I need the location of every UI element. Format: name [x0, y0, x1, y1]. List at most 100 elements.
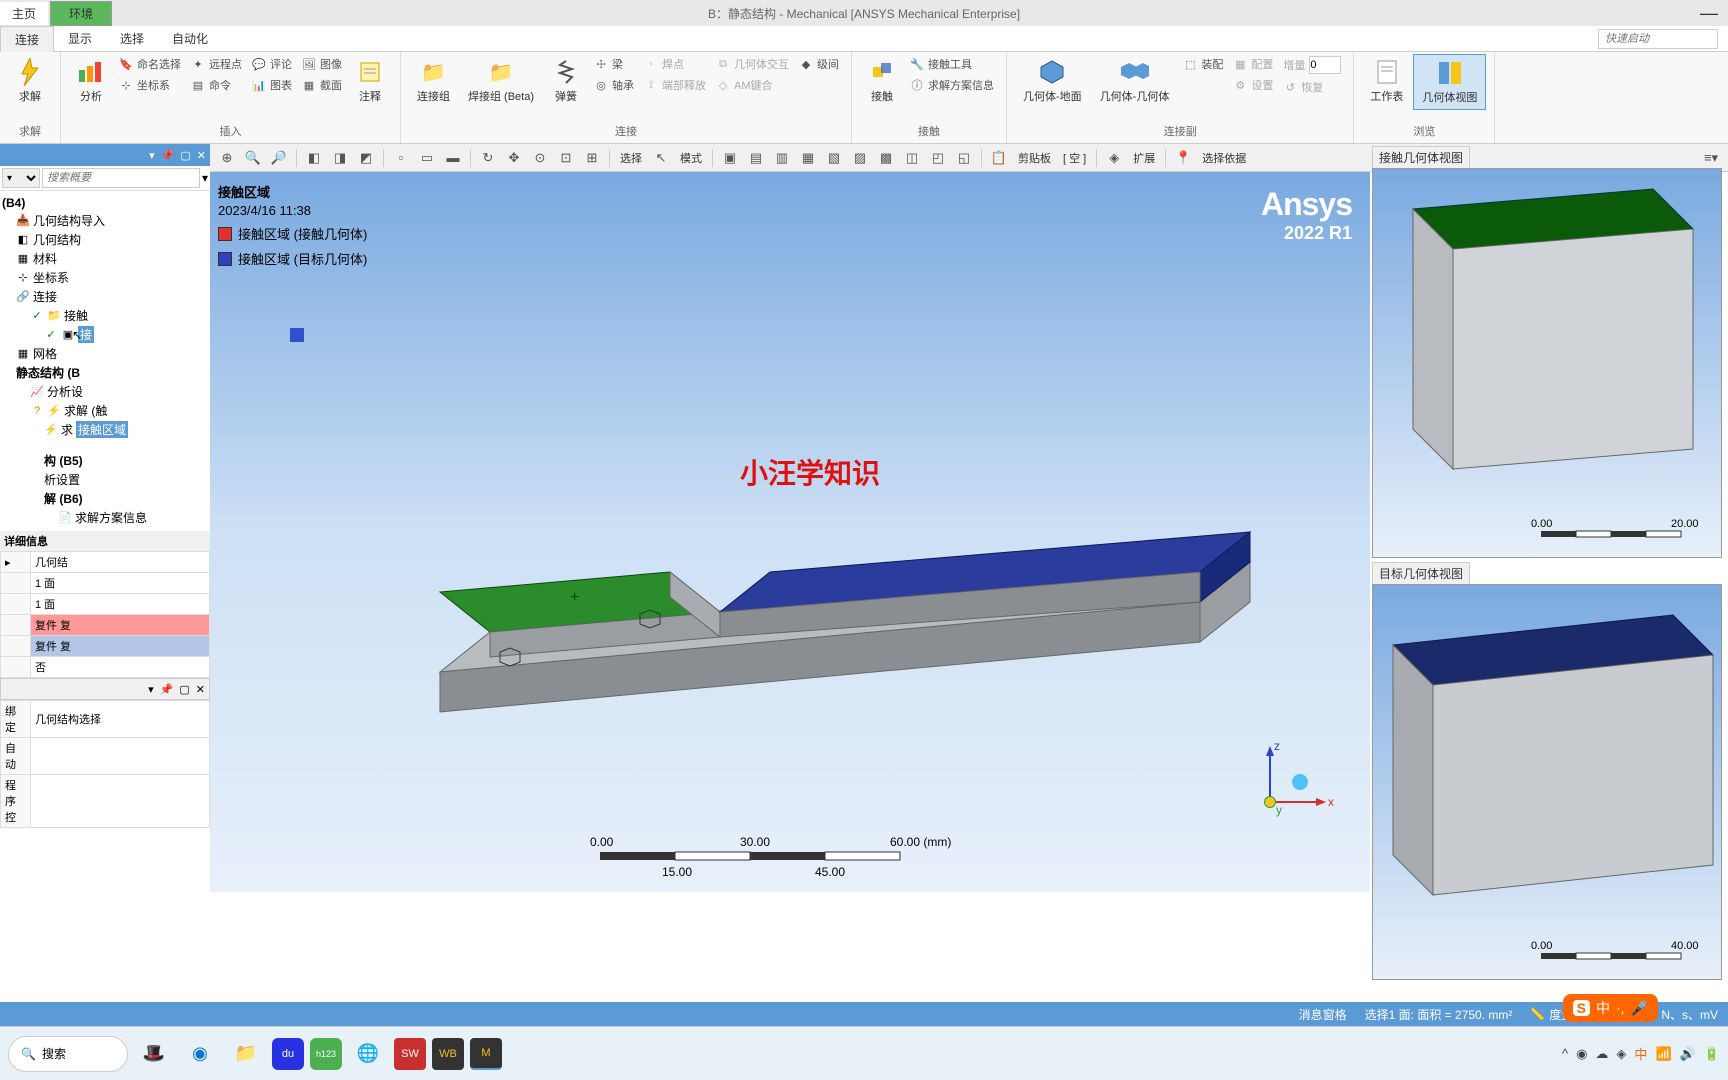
sw-icon[interactable]: SW: [394, 1038, 426, 1070]
ime-badge[interactable]: S 中 ·, 🎤: [1563, 994, 1658, 1022]
zoom-fit-icon[interactable]: ⊕: [216, 147, 238, 169]
hat-icon[interactable]: 🎩: [134, 1034, 174, 1074]
solution-info-button[interactable]: ⓘ求解方案信息: [906, 75, 998, 95]
tab-automation[interactable]: 自动化: [158, 26, 222, 51]
table-row[interactable]: 程序控: [1, 775, 210, 828]
tree-item-import[interactable]: 📥几何结构导入: [2, 211, 208, 230]
connect-group-button[interactable]: 📁连接组: [409, 54, 458, 108]
minimize-icon[interactable]: —: [1700, 3, 1718, 24]
bearing-button[interactable]: ◎轴承: [590, 75, 638, 95]
analyze-button[interactable]: 分析: [69, 54, 113, 108]
tray-battery-icon[interactable]: 🔋: [1704, 1046, 1720, 1062]
tree-item-sol-sub[interactable]: ⚡求 接触区域: [2, 420, 208, 439]
annotation-button[interactable]: 注释: [348, 54, 392, 108]
weld-group-button[interactable]: 📁焊接组 (Beta): [460, 54, 542, 108]
f10-icon[interactable]: ◱: [953, 147, 975, 169]
status-messages[interactable]: 消息窗格: [1299, 1006, 1347, 1023]
clipboard-label[interactable]: 剪贴板: [1014, 150, 1055, 166]
f4-icon[interactable]: ▦: [797, 147, 819, 169]
tree-item-struct-b5[interactable]: 构 (B5): [2, 451, 208, 470]
main-viewport[interactable]: 接触区域 2023/4/16 11:38 接触区域 (接触几何体) 接触区域 (…: [210, 172, 1370, 892]
table-row[interactable]: 否: [1, 657, 210, 678]
f5-icon[interactable]: ▧: [823, 147, 845, 169]
geo-view-button[interactable]: 几何体视图: [1413, 54, 1486, 110]
folder-icon[interactable]: 📁: [226, 1034, 266, 1074]
cube-icon[interactable]: ◧: [303, 147, 325, 169]
pan-icon[interactable]: ✥: [503, 147, 525, 169]
search-go-icon[interactable]: ▾: [202, 171, 208, 185]
tab-connect[interactable]: 连接: [0, 26, 54, 52]
f2-icon[interactable]: ▤: [745, 147, 767, 169]
solve-button[interactable]: 求解: [8, 54, 52, 108]
close-icon[interactable]: ▢: [180, 149, 190, 162]
search-input[interactable]: [42, 168, 200, 188]
tray-wifi-icon[interactable]: 📶: [1655, 1046, 1671, 1062]
rotate-icon[interactable]: ↻: [477, 147, 499, 169]
tray-sogou-icon[interactable]: 中: [1634, 1044, 1647, 1063]
f3-icon[interactable]: ▥: [771, 147, 793, 169]
tree-item-analysis[interactable]: 📈分析设: [2, 382, 208, 401]
f7-icon[interactable]: ▩: [875, 147, 897, 169]
tray-app1-icon[interactable]: ◉: [1576, 1046, 1587, 1062]
tab-select[interactable]: 选择: [106, 26, 158, 51]
tray-volume-icon[interactable]: 🔊: [1680, 1046, 1696, 1062]
f1-icon[interactable]: ▣: [719, 147, 741, 169]
command-button[interactable]: ▤命令: [187, 75, 246, 95]
tray-app2-icon[interactable]: ☁: [1595, 1046, 1608, 1062]
body-ground-button[interactable]: 几何体-地面: [1015, 54, 1090, 108]
named-selection-button[interactable]: 🔖命名选择: [115, 54, 185, 74]
target-body-view[interactable]: 0.0040.00: [1372, 584, 1722, 980]
contact-body-view[interactable]: 0.0020.00: [1372, 168, 1722, 558]
extend-icon[interactable]: ◈: [1103, 147, 1125, 169]
shade-icon[interactable]: ◩: [355, 147, 377, 169]
f6-icon[interactable]: ▨: [849, 147, 871, 169]
tree-item-static[interactable]: 静态结构 (B: [2, 363, 208, 382]
tree-item-geo[interactable]: ◧几何结构: [2, 230, 208, 249]
coord-sys-button[interactable]: ⊹坐标系: [115, 75, 185, 95]
pin-icon[interactable]: 📌: [160, 683, 174, 696]
zoom-in-icon[interactable]: 🔍: [242, 147, 264, 169]
image-button[interactable]: 🖼图像: [298, 54, 346, 74]
taskbar-search[interactable]: 🔍 搜索: [8, 1036, 128, 1072]
body-body-button[interactable]: 几何体-几何体: [1092, 54, 1178, 108]
interstage-button[interactable]: ◆级间: [795, 54, 843, 74]
mode-label[interactable]: 模式: [676, 150, 706, 166]
dropdown-icon[interactable]: ▾: [149, 149, 155, 162]
zoom-icon[interactable]: ⊙: [529, 147, 551, 169]
wb-icon[interactable]: WB: [432, 1038, 464, 1070]
tree-item-material[interactable]: ▦材料: [2, 249, 208, 268]
sel-node-icon[interactable]: ▫: [390, 147, 412, 169]
table-row[interactable]: ▸几何结: [1, 552, 210, 573]
file-menu[interactable]: 主页: [0, 2, 48, 25]
environment-tab[interactable]: 环境: [50, 1, 112, 26]
clipboard-icon[interactable]: 📋: [988, 147, 1010, 169]
f8-icon[interactable]: ◫: [901, 147, 923, 169]
f9-icon[interactable]: ◰: [927, 147, 949, 169]
section-button[interactable]: ▦截面: [298, 75, 346, 95]
tray-app3-icon[interactable]: ◈: [1616, 1046, 1626, 1062]
contact-tool-button[interactable]: 🔧接触工具: [906, 54, 998, 74]
close-icon[interactable]: ▢: [179, 683, 189, 696]
tree-item-sol-b6[interactable]: 解 (B6): [2, 489, 208, 508]
extend-label[interactable]: 扩展: [1129, 150, 1159, 166]
edge2-icon[interactable]: 🌐: [348, 1034, 388, 1074]
cursor-icon[interactable]: ↖: [650, 147, 672, 169]
tree-root[interactable]: (B4): [2, 195, 208, 211]
wire-icon[interactable]: ◨: [329, 147, 351, 169]
tree-item-connect[interactable]: 🔗连接: [2, 287, 208, 306]
edge-icon[interactable]: ◉: [180, 1034, 220, 1074]
pin-icon[interactable]: 📍: [1172, 147, 1194, 169]
worksheet-button[interactable]: 工作表: [1362, 54, 1411, 108]
table-row[interactable]: 自动: [1, 738, 210, 775]
tree-item-ana-set[interactable]: 析设置: [2, 470, 208, 489]
x-icon[interactable]: ✕: [197, 149, 206, 162]
comment-button[interactable]: 💬评论: [248, 54, 296, 74]
filter-dropdown[interactable]: ▾: [2, 168, 40, 188]
tree-item-sol-info[interactable]: 📄求解方案信息: [2, 508, 208, 527]
chart-button[interactable]: 📊图表: [248, 75, 296, 95]
selectby-label[interactable]: 选择依据: [1198, 150, 1250, 166]
table-row[interactable]: 复件 复: [1, 636, 210, 657]
tab-display[interactable]: 显示: [54, 26, 106, 51]
sel-face-icon[interactable]: ▬: [442, 147, 464, 169]
fit-icon[interactable]: ⊡: [555, 147, 577, 169]
